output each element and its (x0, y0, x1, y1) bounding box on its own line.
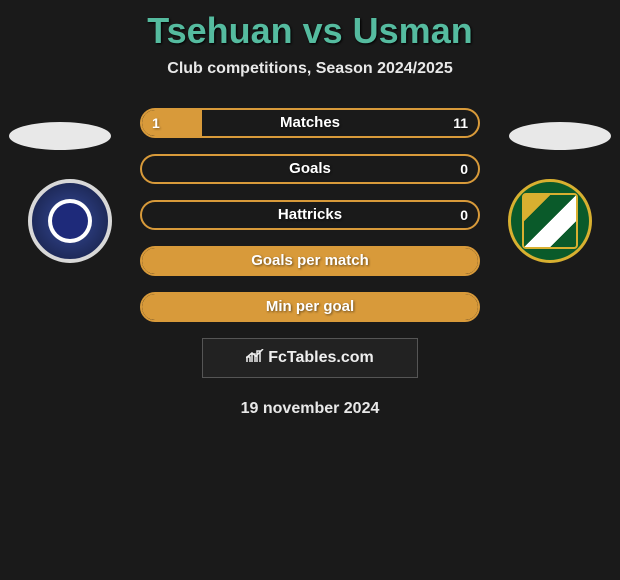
stat-bar-matches: Matches111 (140, 108, 480, 138)
page-title: Tsehuan vs Usman (0, 10, 620, 52)
stats-bars: Matches111Goals0Hattricks0Goals per matc… (140, 108, 480, 322)
stat-bar-min-per-goal: Min per goal (140, 292, 480, 322)
bar-label: Goals (142, 156, 478, 182)
player-left-ellipse (9, 122, 111, 150)
player-right-ellipse (509, 122, 611, 150)
club-crest-right (522, 193, 578, 249)
club-badge-left[interactable] (28, 179, 112, 263)
bar-value-left: 1 (152, 110, 160, 136)
bar-value-right: 0 (460, 156, 468, 182)
season-subtitle: Club competitions, Season 2024/2025 (0, 60, 620, 78)
brand-text: FcTables.com (268, 349, 374, 367)
bar-label: Min per goal (142, 294, 478, 320)
stat-bar-goals: Goals0 (140, 154, 480, 184)
bar-value-right: 11 (453, 110, 468, 136)
brand-link[interactable]: FcTables.com (202, 338, 418, 378)
date-text: 19 november 2024 (0, 400, 620, 418)
bar-label: Goals per match (142, 248, 478, 274)
soccer-ball-icon (52, 203, 88, 239)
bar-value-right: 0 (460, 202, 468, 228)
club-badge-right[interactable] (508, 179, 592, 263)
bar-label: Matches (142, 110, 478, 136)
stat-bar-hattricks: Hattricks0 (140, 200, 480, 230)
chart-icon (246, 349, 264, 368)
lobi-stars-crest (48, 199, 92, 243)
stat-bar-goals-per-match: Goals per match (140, 246, 480, 276)
widget-root: Tsehuan vs Usman Club competitions, Seas… (0, 0, 620, 418)
bar-label: Hattricks (142, 202, 478, 228)
